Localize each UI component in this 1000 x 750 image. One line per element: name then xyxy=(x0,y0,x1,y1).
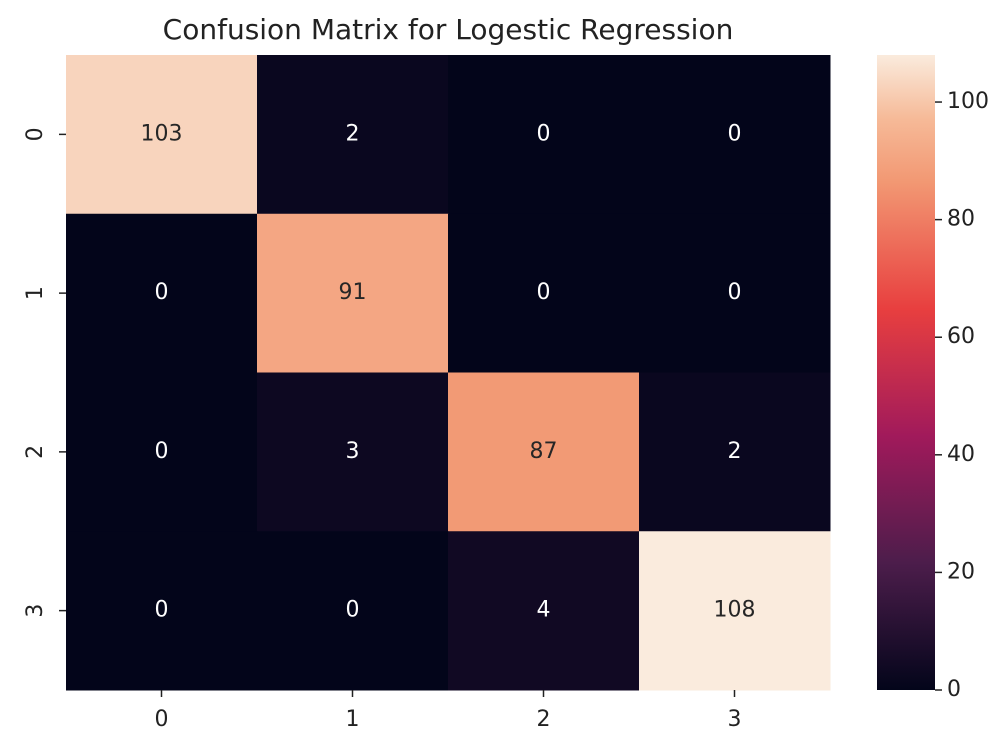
colorbar-tick-label: 60 xyxy=(947,324,975,349)
heatmap-cell xyxy=(257,55,449,215)
heatmap-cell xyxy=(257,531,449,691)
heatmap-cell xyxy=(639,372,831,532)
heatmap-cell xyxy=(639,213,831,373)
heatmap-cell xyxy=(66,213,258,373)
cell-value-label: 0 xyxy=(728,121,742,146)
y-tick-label: 3 xyxy=(23,604,48,618)
heatmap-cell xyxy=(448,531,640,691)
heatmap-cell xyxy=(257,213,449,373)
x-tick-label: 2 xyxy=(537,707,551,732)
colorbar-tick-label: 100 xyxy=(947,89,989,114)
heatmap-cell xyxy=(448,55,640,215)
heatmap-cell xyxy=(66,531,258,691)
colorbar xyxy=(877,55,935,690)
cell-value-label: 0 xyxy=(537,121,551,146)
heatmap-cell xyxy=(257,372,449,532)
x-tick-label: 1 xyxy=(346,707,360,732)
colorbar-tick-label: 80 xyxy=(947,207,975,232)
colorbar-tick-label: 0 xyxy=(947,677,961,702)
cell-value-label: 2 xyxy=(346,121,360,146)
heatmap-cell xyxy=(639,55,831,215)
x-tick-label: 0 xyxy=(155,707,169,732)
colorbar-tick-label: 40 xyxy=(947,442,975,467)
cell-value-label: 0 xyxy=(155,598,169,623)
cell-value-label: 0 xyxy=(728,280,742,305)
cell-value-label: 0 xyxy=(155,439,169,464)
chart-title: Confusion Matrix for Logestic Regression xyxy=(163,13,734,46)
cell-value-label: 91 xyxy=(339,280,367,305)
heatmap-cell xyxy=(639,531,831,691)
cell-value-label: 0 xyxy=(346,598,360,623)
heatmap-cell xyxy=(66,372,258,532)
colorbar-tick-label: 20 xyxy=(947,559,975,584)
cell-value-label: 87 xyxy=(530,439,558,464)
cell-value-label: 108 xyxy=(714,598,756,623)
cell-value-label: 0 xyxy=(155,280,169,305)
cell-value-label: 4 xyxy=(537,598,551,623)
cell-value-label: 3 xyxy=(346,439,360,464)
cell-value-label: 0 xyxy=(537,280,551,305)
y-tick-label: 1 xyxy=(23,286,48,300)
heatmap-cell xyxy=(66,55,258,215)
heatmap-cell xyxy=(448,213,640,373)
y-tick-label: 0 xyxy=(23,127,48,141)
cell-value-label: 2 xyxy=(728,439,742,464)
y-tick-label: 2 xyxy=(23,445,48,459)
heatmap-cell xyxy=(448,372,640,532)
cell-value-label: 103 xyxy=(141,121,183,146)
x-tick-label: 3 xyxy=(728,707,742,732)
